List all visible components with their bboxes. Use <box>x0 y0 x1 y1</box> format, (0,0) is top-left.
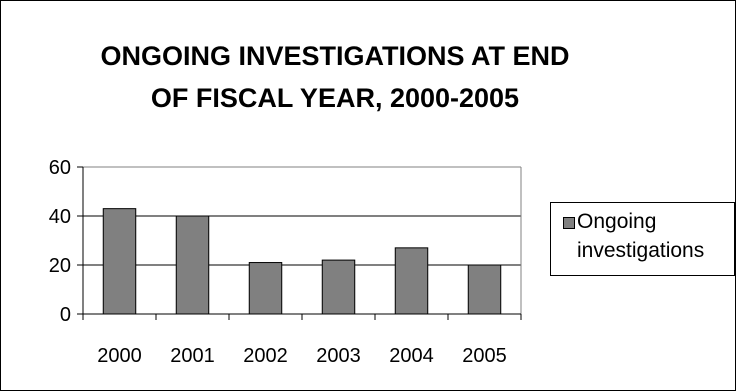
bar-2001 <box>175 215 210 315</box>
chart-title-line-2: OF FISCAL YEAR, 2000-2005 <box>150 83 520 113</box>
bar-2000 <box>102 208 137 315</box>
x-tick-label: 2005 <box>462 345 507 367</box>
chart-title-line-1: ONGOING INVESTIGATIONS AT END <box>100 41 570 71</box>
x-tick-label: 2004 <box>389 345 434 367</box>
bar-2003 <box>321 259 356 315</box>
legend-label: Ongoing investigations <box>577 210 705 262</box>
x-tick-label: 2000 <box>97 345 142 367</box>
x-tick-label: 2003 <box>316 345 361 367</box>
y-tick-label: 0 <box>60 304 71 326</box>
bars <box>102 208 502 315</box>
y-tick-label: 40 <box>49 206 71 228</box>
bar-2002 <box>248 262 283 315</box>
axes <box>77 166 522 320</box>
bar-2004 <box>394 247 429 315</box>
x-tick-label: 2002 <box>243 345 288 367</box>
y-tick-label: 20 <box>49 255 71 277</box>
legend: Ongoing investigations <box>550 202 735 276</box>
x-tick-label: 2001 <box>170 345 215 367</box>
legend-swatch <box>563 217 575 229</box>
chart-title: ONGOING INVESTIGATIONS AT END OF FISCAL … <box>1 35 669 119</box>
tick-labels: 0 20 40 60 2000 2001 2002 2003 2004 2005 <box>49 157 507 367</box>
bar-2005 <box>467 264 502 315</box>
gridlines <box>83 166 521 266</box>
y-tick-label: 60 <box>49 157 71 179</box>
